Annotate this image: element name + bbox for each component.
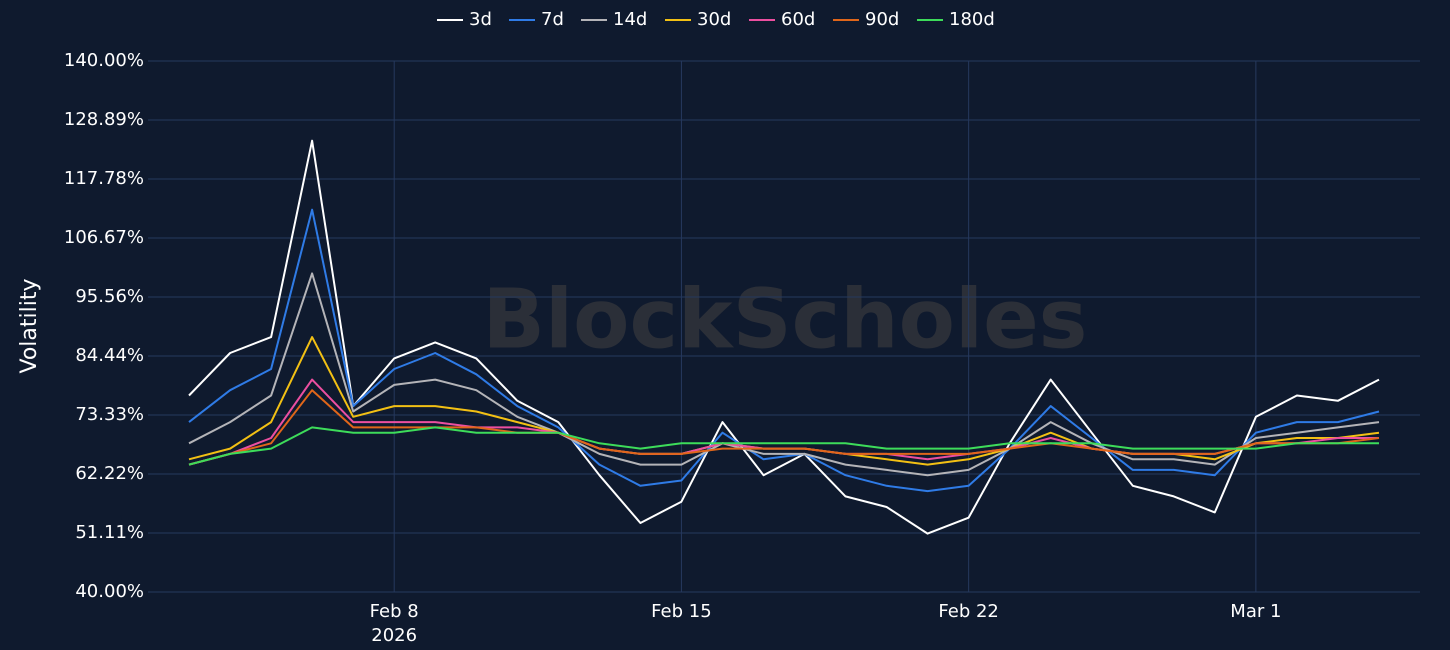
series-line [188,272,1380,477]
y-tick-label: 106.67% [64,227,144,248]
legend-label: 14d [613,9,647,30]
series-line [188,426,1379,466]
y-tick-label: 51.11% [75,522,144,543]
legend: 3d 7d 14d 30d 60d 90d 180d [437,9,995,30]
series-line [188,208,1380,493]
x-tick-label: Feb 22 [938,601,999,622]
legend-label: 3d [469,9,492,30]
y-tick-label: 117.78% [64,168,144,189]
y-tick-label: 128.89% [64,109,144,130]
y-tick-label: 62.22% [75,463,144,484]
legend-label: 7d [541,9,564,30]
x-tick-label: Mar 1 [1230,601,1282,622]
y-tick-label: 140.00% [64,50,144,71]
legend-label: 180d [949,9,995,30]
y-tick-label: 84.44% [75,345,144,366]
y-tick-label: 73.33% [75,404,144,425]
series-line [188,389,1380,466]
legend-label: 30d [697,9,731,30]
x-tick-label: Feb 8 2026 [369,601,419,646]
watermark: BlockScholes [483,272,1088,367]
series-line [188,139,1380,535]
y-axis-label: Volatility [17,278,42,373]
y-tick-label: 40.00% [75,581,144,602]
y-tick-label: 95.56% [75,286,144,307]
legend-label: 90d [865,9,899,30]
x-tick-label: Feb 15 [651,601,712,622]
legend-label: 60d [781,9,815,30]
